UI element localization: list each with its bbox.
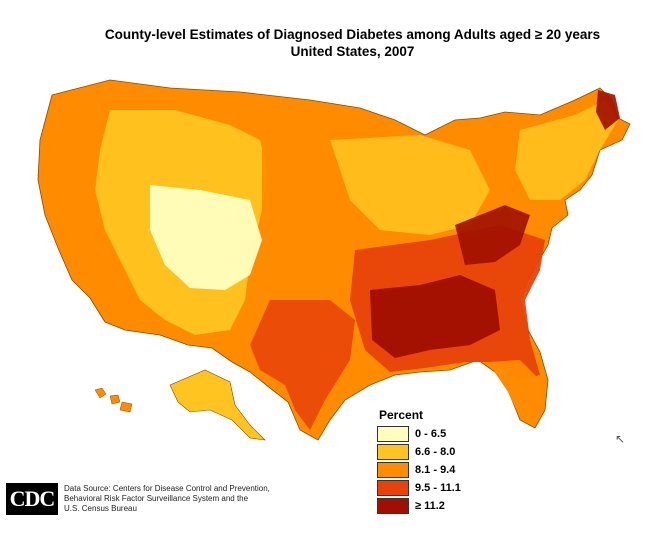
cdc-logo: CDC bbox=[6, 483, 58, 515]
legend-item: 0 - 6.5 bbox=[377, 425, 507, 443]
alaska-shape bbox=[169, 369, 266, 441]
title-line-1: County-level Estimates of Diagnosed Diab… bbox=[104, 27, 601, 42]
legend-item: ≥ 11.2 bbox=[377, 497, 507, 515]
midwest-region bbox=[330, 135, 490, 235]
legend-item: 6.6 - 8.0 bbox=[377, 443, 507, 461]
hawaii-shape bbox=[94, 387, 133, 413]
legend-label: 0 - 6.5 bbox=[415, 428, 447, 440]
maine-region bbox=[596, 90, 620, 130]
legend-label: 9.5 - 11.1 bbox=[415, 482, 461, 494]
legend-title: Percent bbox=[379, 408, 424, 422]
plains-region bbox=[262, 135, 365, 300]
texas-region bbox=[250, 300, 355, 430]
legend-swatch bbox=[377, 462, 409, 478]
source-line: Data Source: Centers for Disease Control… bbox=[64, 484, 270, 493]
legend-swatch bbox=[377, 426, 409, 442]
source-line: Behavioral Risk Factor Surveillance Syst… bbox=[64, 494, 249, 503]
data-source-note: Data Source: Centers for Disease Control… bbox=[64, 484, 304, 514]
mouse-cursor-icon: ↖ bbox=[615, 432, 626, 446]
legend-item: 8.1 - 9.4 bbox=[377, 461, 507, 479]
legend-swatch bbox=[377, 480, 409, 496]
colorado-plateau-region bbox=[150, 185, 262, 290]
legend-item: 9.5 - 11.1 bbox=[377, 479, 507, 497]
appalachia-region bbox=[455, 205, 530, 265]
map-title: County-level Estimates of Diagnosed Diab… bbox=[0, 26, 645, 60]
source-line: U.S. Census Bureau bbox=[64, 504, 137, 513]
northeast-region bbox=[515, 100, 618, 200]
title-line-2: United States, 2007 bbox=[290, 44, 415, 59]
legend-label: 8.1 - 9.4 bbox=[415, 464, 456, 476]
florida-region bbox=[488, 360, 545, 425]
map-legend: Percent 0 - 6.5 6.6 - 8.0 8.1 - 9.4 9.5 … bbox=[377, 408, 507, 515]
deep-south-region bbox=[370, 275, 500, 358]
legend-label: 6.6 - 8.0 bbox=[415, 446, 456, 458]
legend-label: ≥ 11.2 bbox=[415, 500, 445, 512]
legend-swatch bbox=[377, 444, 409, 460]
legend-swatch bbox=[377, 498, 409, 514]
